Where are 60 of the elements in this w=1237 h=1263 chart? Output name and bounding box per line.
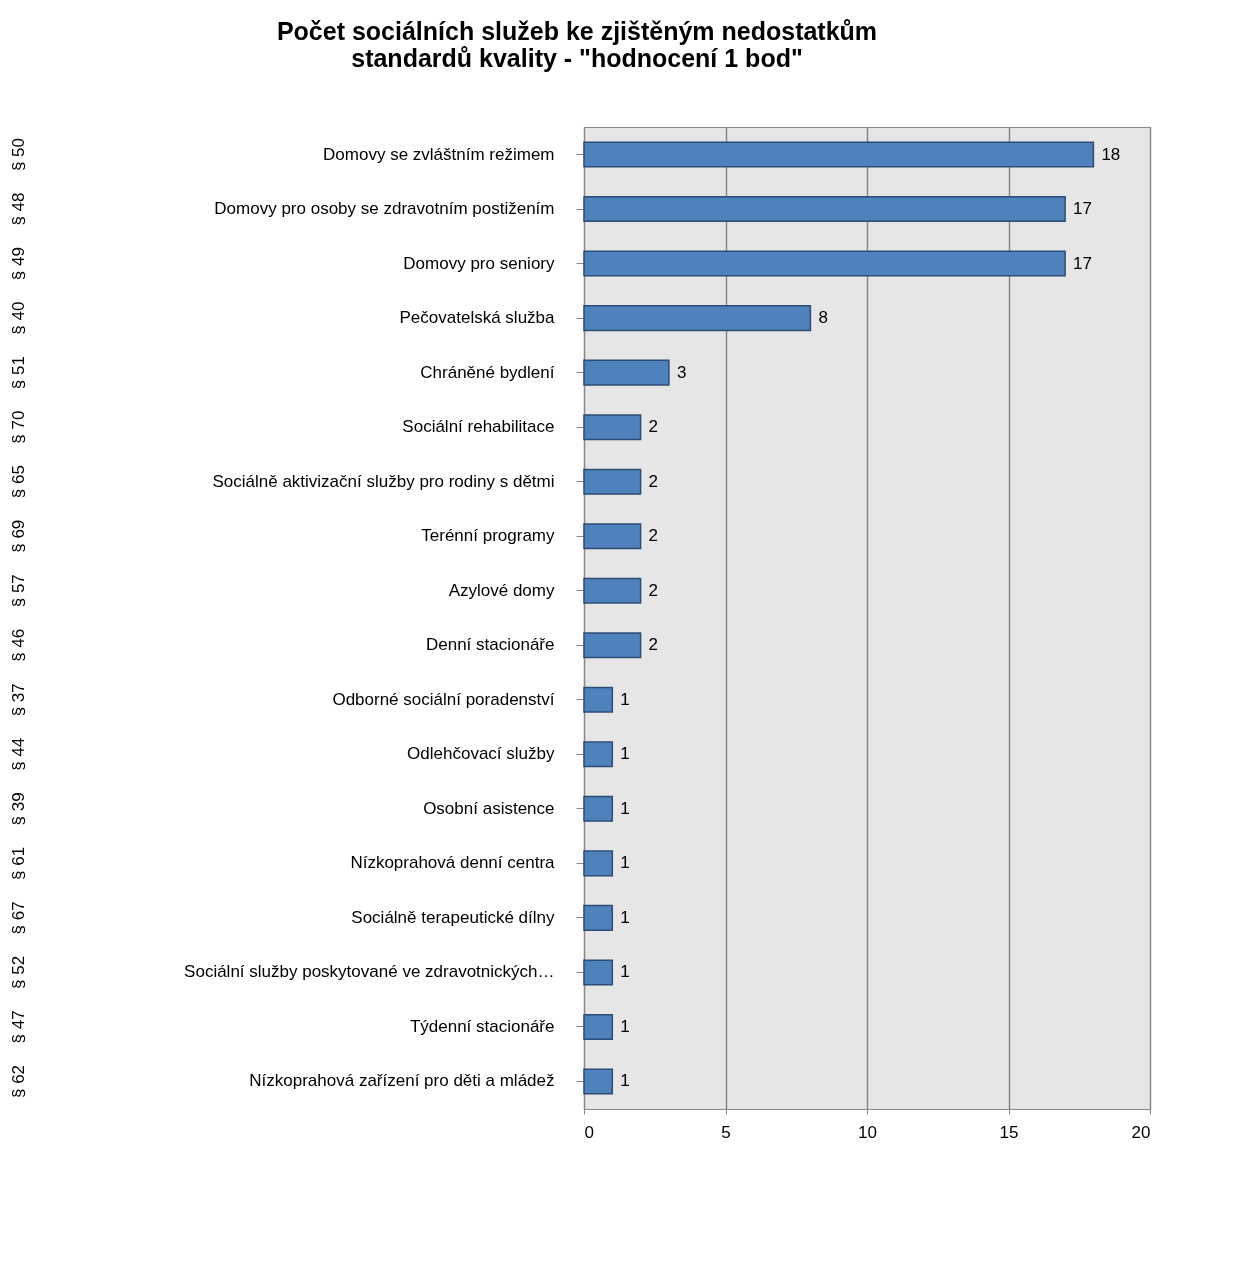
y-tick-label: Týdenní stacionáře [409, 1016, 555, 1036]
y-tick-label: Sociálně terapeutické dílny [351, 907, 555, 927]
text: § 49 [9, 247, 28, 281]
y-tick-label: Sociální služby poskytované ve zdravotnických… [184, 962, 555, 982]
text: § 47 [9, 1010, 28, 1044]
chart-title: Počet sociálních služeb ke zjištěným nedostatkům standardů kvality - "hodnocení 1 bod" [276, 17, 878, 72]
text: § 57 [9, 574, 28, 608]
data-label: 2 [648, 635, 659, 655]
data-label: 3 [676, 362, 687, 382]
text: § 39 [9, 792, 28, 826]
y-tick-label: Terénní programy [421, 526, 555, 546]
text: § 62 [9, 1064, 28, 1099]
data-label: 2 [648, 417, 659, 437]
data-label: 1 [620, 1071, 630, 1091]
data-label: 2 [648, 471, 659, 491]
data-label: 8 [818, 308, 828, 328]
y-tick-label: Domovy pro seniory [403, 253, 555, 273]
text: § 37 [9, 683, 28, 717]
data-label: 2 [648, 526, 659, 546]
x-tick-label: 20 [1131, 1122, 1151, 1142]
data-label: 18 [1101, 144, 1121, 164]
text: § 65 [9, 465, 28, 499]
text: § 70 [9, 410, 28, 444]
y-tick-label: Nízkoprahová zařízení pro děti a mládež [249, 1071, 555, 1091]
data-label: 17 [1073, 253, 1093, 273]
y-tick-label: Sociální rehabilitace [402, 417, 555, 437]
text: § 51 [9, 356, 28, 390]
text: § 50 [9, 137, 28, 172]
data-label: 1 [620, 962, 630, 982]
data-label: 1 [620, 853, 630, 873]
y-tick-label: Pečovatelská služba [399, 308, 556, 328]
text: § 48 [9, 192, 28, 226]
data-label: 17 [1073, 199, 1093, 219]
data-label: 1 [620, 689, 630, 709]
x-tick-label: 5 [721, 1122, 731, 1142]
x-tick-label: 0 [584, 1122, 594, 1142]
data-label: 2 [648, 580, 659, 600]
text: § 69 [9, 519, 28, 553]
text: § 44 [9, 737, 28, 771]
text: § 67 [9, 901, 28, 935]
x-tick-label: 10 [858, 1122, 877, 1142]
y-tick-label: Chráněné bydlení [420, 362, 555, 382]
y-tick-label: Odlehčovací služby [407, 744, 555, 764]
y-tick-label: Azylové domy [448, 580, 555, 600]
x-tick-label: 15 [999, 1122, 1019, 1142]
y-tick-label: Domovy pro osoby se zdravotním postižením [214, 199, 555, 219]
y-tick-label: Osobní asistence [423, 798, 555, 818]
data-label: 1 [620, 1016, 630, 1036]
text: § 40 [9, 301, 28, 335]
data-label: 1 [620, 798, 630, 818]
data-label: 1 [620, 907, 630, 927]
data-label: 1 [620, 744, 630, 764]
y-tick-label: Sociálně aktivizační služby pro rodiny s dětmi [212, 471, 555, 491]
y-tick-label: Denní stacionáře [425, 635, 555, 655]
text: § 46 [9, 628, 28, 662]
text: § 61 [9, 846, 28, 880]
text: § 52 [9, 955, 28, 989]
y-tick-label: Domovy se zvláštním režimem [323, 144, 555, 164]
y-tick-label: Odborné sociální poradenství [332, 689, 555, 709]
y-tick-label: Nízkoprahová denní centra [350, 853, 556, 873]
